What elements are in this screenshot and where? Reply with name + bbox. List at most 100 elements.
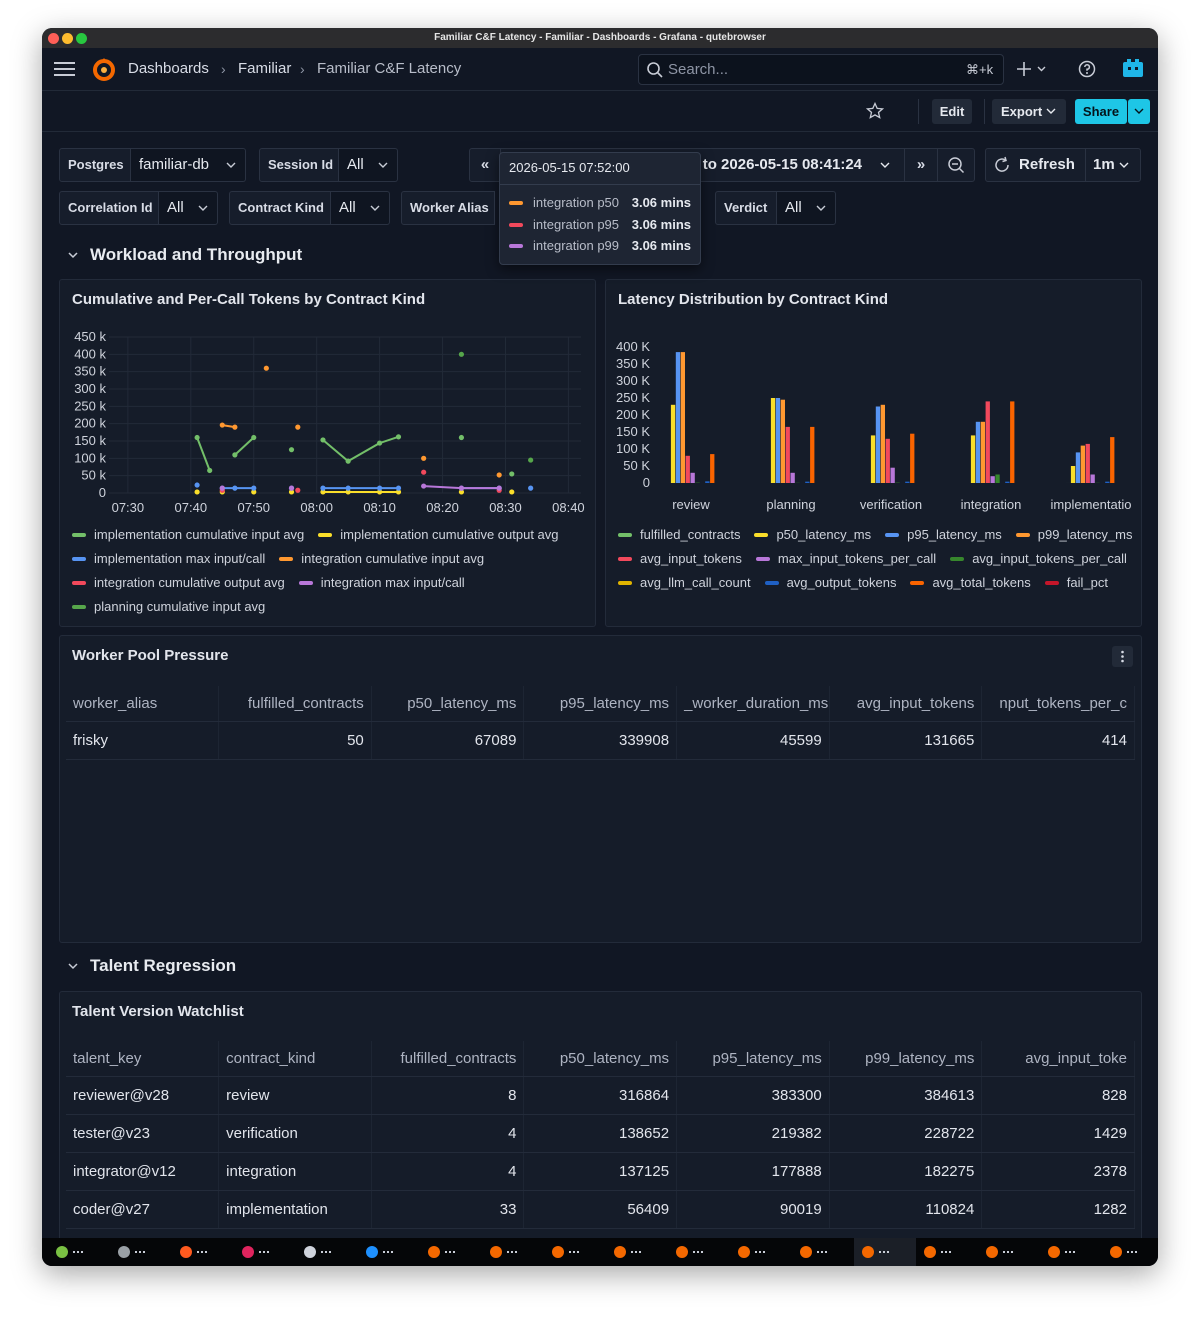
column-header[interactable]: _worker_duration_ms: [676, 686, 830, 722]
legend-item[interactable]: fulfilled_contracts: [618, 527, 740, 543]
legend-item[interactable]: integration cumulative input avg: [279, 551, 484, 567]
tab-icon[interactable]: [676, 1246, 688, 1258]
column-header[interactable]: p50_latency_ms: [523, 1041, 678, 1077]
column-header[interactable]: nput_tokens_per_c: [981, 686, 1135, 722]
legend-item[interactable]: planning cumulative input avg: [72, 599, 265, 615]
column-header[interactable]: p99_latency_ms: [829, 1041, 983, 1077]
add-menu[interactable]: [1016, 61, 1050, 77]
refresh-interval[interactable]: 1m: [1085, 148, 1141, 182]
table-cell: 414: [981, 721, 1135, 760]
panel-title: Latency Distribution by Contract Kind: [618, 291, 889, 308]
user-avatar[interactable]: [1121, 57, 1145, 81]
bar: [770, 398, 776, 483]
column-header[interactable]: p95_latency_ms: [523, 686, 678, 722]
variable-value[interactable]: All: [159, 191, 218, 225]
tab-dots: [825, 1251, 827, 1253]
legend-item[interactable]: avg_total_tokens: [910, 575, 1031, 591]
close-button[interactable]: [48, 33, 59, 44]
legend-item[interactable]: avg_input_tokens: [618, 551, 742, 567]
legend-item[interactable]: integration max input/call: [298, 575, 465, 591]
variable-value[interactable]: All: [331, 191, 390, 225]
time-shift-back[interactable]: «: [469, 148, 501, 182]
share-menu-button[interactable]: [1128, 99, 1150, 124]
legend-item[interactable]: max_input_tokens_per_call: [755, 551, 936, 567]
legend-item[interactable]: fail_pct: [1044, 575, 1108, 591]
variable-value[interactable]: All: [339, 148, 398, 182]
collapse-chevron[interactable]: [67, 250, 79, 260]
table-cell: 339908: [523, 721, 678, 760]
tab-icon[interactable]: [1110, 1246, 1122, 1258]
column-header[interactable]: avg_input_toke: [981, 1041, 1135, 1077]
data-point: [219, 422, 225, 428]
edit-button[interactable]: Edit: [932, 99, 972, 124]
legend-item[interactable]: implementation cumulative output avg: [318, 527, 559, 543]
export-button[interactable]: Export: [992, 99, 1066, 124]
tab-dots: [143, 1251, 145, 1253]
legend-item[interactable]: avg_llm_call_count: [618, 575, 751, 591]
legend-item[interactable]: p99_latency_ms: [1015, 527, 1132, 543]
share-button[interactable]: Share: [1075, 99, 1127, 124]
grafana-logo[interactable]: [91, 56, 117, 82]
tab-icon[interactable]: [614, 1246, 626, 1258]
row-title[interactable]: Workload and Throughput: [90, 245, 303, 264]
tab-icon[interactable]: [924, 1246, 936, 1258]
bar: [1075, 452, 1081, 483]
tab-icon[interactable]: [56, 1246, 68, 1258]
y-tick-label: 150 k: [74, 433, 106, 448]
legend-item[interactable]: avg_input_tokens_per_call: [950, 551, 1127, 567]
row-title[interactable]: Talent Regression: [90, 956, 237, 975]
tab-icon[interactable]: [552, 1246, 564, 1258]
tab-icon[interactable]: [738, 1246, 750, 1258]
tab-icon[interactable]: [366, 1246, 378, 1258]
tab-icon[interactable]: [304, 1246, 316, 1258]
tab-icon[interactable]: [242, 1246, 254, 1258]
tab-icon[interactable]: [986, 1246, 998, 1258]
tab-icon[interactable]: [428, 1246, 440, 1258]
breadcrumb[interactable]: Familiar C&F Latency: [317, 60, 462, 77]
legend-item[interactable]: integration cumulative output avg: [72, 575, 285, 591]
refresh-button[interactable]: [985, 148, 1086, 182]
breadcrumb[interactable]: Dashboards: [128, 60, 209, 77]
column-header[interactable]: fulfilled_contracts: [371, 1041, 525, 1077]
star-icon[interactable]: [866, 102, 884, 120]
column-header[interactable]: fulfilled_contracts: [218, 686, 372, 722]
table-row: integrator@v12 integration 4 137125 177888 18…: [66, 1152, 1135, 1191]
legend-item[interactable]: p50_latency_ms: [754, 527, 871, 543]
y-tick-label: 100 K: [616, 441, 650, 456]
tab-icon[interactable]: [1048, 1246, 1060, 1258]
column-header[interactable]: p95_latency_ms: [676, 1041, 830, 1077]
tab-dots: [267, 1251, 269, 1253]
search-box[interactable]: [638, 54, 1004, 85]
help-icon[interactable]: [1078, 60, 1096, 78]
table-cell: 383300: [676, 1076, 830, 1115]
column-header[interactable]: p50_latency_ms: [371, 686, 525, 722]
tab-icon[interactable]: [490, 1246, 502, 1258]
legend-label: p95_latency_ms: [907, 527, 1002, 542]
legend-item[interactable]: p95_latency_ms: [885, 527, 1002, 543]
zoom-button[interactable]: [76, 33, 87, 44]
time-shift-forward[interactable]: »: [904, 148, 938, 182]
data-point: [509, 489, 515, 495]
legend-item[interactable]: avg_output_tokens: [764, 575, 896, 591]
menu-icon[interactable]: [54, 61, 76, 77]
column-header[interactable]: worker_alias: [66, 686, 220, 722]
collapse-chevron[interactable]: [67, 961, 79, 971]
variable-value[interactable]: All: [777, 191, 836, 225]
tab-icon[interactable]: [862, 1246, 874, 1258]
tab-icon[interactable]: [118, 1246, 130, 1258]
bar: [790, 472, 795, 483]
column-header[interactable]: avg_input_tokens: [829, 686, 983, 722]
zoom-out-button[interactable]: [937, 148, 975, 182]
minimize-button[interactable]: [62, 33, 73, 44]
data-point: [288, 489, 295, 495]
tab-icon[interactable]: [800, 1246, 812, 1258]
legend-item[interactable]: implementation max input/call: [72, 551, 265, 567]
dropdown-icon: [226, 162, 236, 168]
breadcrumb[interactable]: Familiar: [238, 60, 292, 77]
legend-item[interactable]: implementation cumulative input avg: [72, 527, 304, 543]
column-header[interactable]: talent_key: [66, 1041, 220, 1077]
tab-icon[interactable]: [180, 1246, 192, 1258]
search-icon: [647, 62, 663, 78]
variable-value[interactable]: familiar-db: [131, 148, 246, 182]
column-header[interactable]: contract_kind: [218, 1041, 372, 1077]
